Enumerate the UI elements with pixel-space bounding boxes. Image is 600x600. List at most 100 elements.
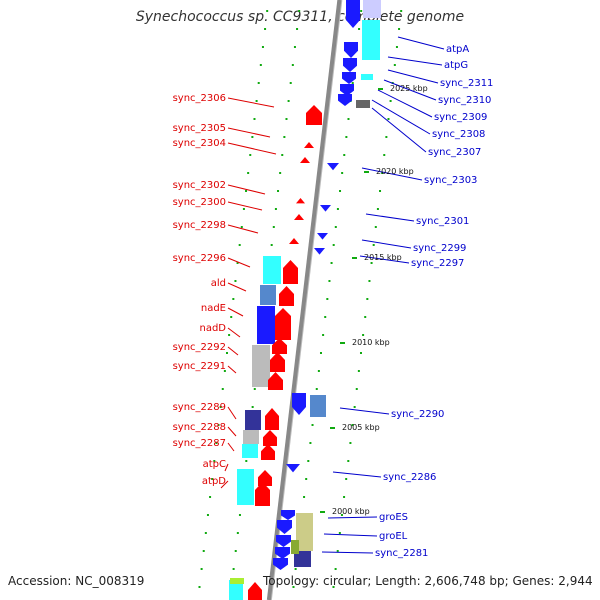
ruler-dot <box>341 172 344 174</box>
ruler-dot <box>198 586 201 588</box>
ruler-dot <box>353 406 356 408</box>
feature-arrow-down <box>275 547 290 559</box>
label-leader <box>371 99 431 135</box>
ruler-dot <box>315 388 318 390</box>
gene-label: atpA <box>446 44 469 55</box>
gene-label: sync_2298 <box>173 220 226 231</box>
feature-arrow-down <box>281 510 295 520</box>
kbp-tick-label: 2015 kbp <box>364 253 402 262</box>
label-leader <box>227 142 277 155</box>
topology-text: Topology: circular; Length: 2,606,748 bp… <box>263 574 593 588</box>
gene-label: sync_2301 <box>416 216 469 227</box>
gene-label: sync_2290 <box>391 409 444 420</box>
feature-block <box>361 74 373 80</box>
ruler-dot <box>339 190 342 192</box>
gene-label: groEL <box>379 531 408 542</box>
feature-arrow-up <box>261 444 275 460</box>
ruler-dot <box>298 10 301 12</box>
label-leader <box>387 56 443 66</box>
gene-label: ald <box>211 278 226 289</box>
ruler-dot <box>328 280 331 282</box>
ruler-dot <box>285 118 288 120</box>
gene-label: nadD <box>199 323 226 334</box>
kbp-tick-mark <box>352 257 357 259</box>
ruler-dot <box>283 136 286 138</box>
gene-label: sync_2306 <box>173 93 226 104</box>
ruler-dot <box>251 136 254 138</box>
label-leader <box>321 551 374 554</box>
feature-arrow-up <box>272 338 287 354</box>
feature-tri-down <box>314 248 325 255</box>
ruler-dot <box>336 550 339 552</box>
ruler-dot <box>355 388 358 390</box>
label-leader <box>332 471 382 478</box>
ruler-dot <box>324 316 327 318</box>
feature-block <box>260 285 276 305</box>
ruler-dot <box>219 406 222 408</box>
ruler-dot <box>234 280 237 282</box>
gene-label: sync_2308 <box>432 129 485 140</box>
feature-arrow-down <box>346 0 360 28</box>
ruler-dot <box>332 244 335 246</box>
ruler-dot <box>232 298 235 300</box>
feature-arrow-up <box>258 470 272 486</box>
gene-label: sync_2286 <box>383 472 436 483</box>
gene-label: sync_2292 <box>173 342 226 353</box>
gene-label: sync_2288 <box>173 422 226 433</box>
feature-arrow-up <box>275 308 291 340</box>
kbp-tick-mark <box>340 342 345 344</box>
feature-block <box>229 580 243 600</box>
ruler-dot <box>230 316 233 318</box>
feature-arrow-down <box>276 535 291 547</box>
ruler-dot <box>242 208 245 210</box>
feature-tri-down <box>317 233 328 240</box>
ruler-dot <box>261 46 264 48</box>
label-leader <box>227 201 263 211</box>
ruler-dot <box>247 172 250 174</box>
feature-arrow-up <box>248 582 262 600</box>
kbp-ticks: 2025 kbp 2020 kbp 2015 kbp 2010 kbp 2005 kbp… <box>320 84 428 516</box>
ruler-dot <box>238 514 241 516</box>
kbp-tick-label: 2005 kbp <box>342 423 380 432</box>
label-leader <box>361 239 412 249</box>
ruler-dot <box>245 190 248 192</box>
gene-label: atpC <box>203 459 226 470</box>
feature-arrow-down <box>340 84 354 96</box>
map-title: Synechococcus sp. CC9311, complete genom… <box>135 9 465 25</box>
ruler-dot <box>351 424 354 426</box>
feature-arrow-down <box>344 42 358 58</box>
feature-block <box>310 395 326 417</box>
ruler-dot <box>389 100 392 102</box>
label-leader <box>227 442 235 452</box>
label-leader <box>227 282 247 292</box>
ruler-dot <box>274 208 277 210</box>
feature-block <box>230 578 244 584</box>
ruler-dot <box>330 262 333 264</box>
label-leader <box>323 533 378 537</box>
feature-block <box>363 0 381 18</box>
ruler-dot <box>294 568 297 570</box>
label-leader <box>365 213 415 222</box>
label-leader <box>227 406 237 420</box>
ruler-dot <box>362 334 365 336</box>
ruler-dot <box>234 550 237 552</box>
gene-label: sync_2287 <box>173 438 226 449</box>
feature-tri-up <box>300 157 310 163</box>
label-leader <box>227 184 266 195</box>
feature-tri-up <box>304 142 314 148</box>
label-leader <box>387 69 439 84</box>
ruler-dot <box>322 334 325 336</box>
ruler-dot <box>359 352 362 354</box>
ruler-dot <box>387 118 390 120</box>
gene-label: sync_2305 <box>173 123 226 134</box>
gene-label: sync_2291 <box>173 361 226 372</box>
ruler-dot <box>376 208 379 210</box>
feature-arrow-down <box>273 558 288 570</box>
feature-block <box>291 540 299 554</box>
label-leader <box>359 255 410 264</box>
ruler-dot <box>400 10 403 12</box>
ruler-dot <box>345 478 348 480</box>
ruler-dot <box>398 28 401 30</box>
ruler-dot <box>372 244 375 246</box>
